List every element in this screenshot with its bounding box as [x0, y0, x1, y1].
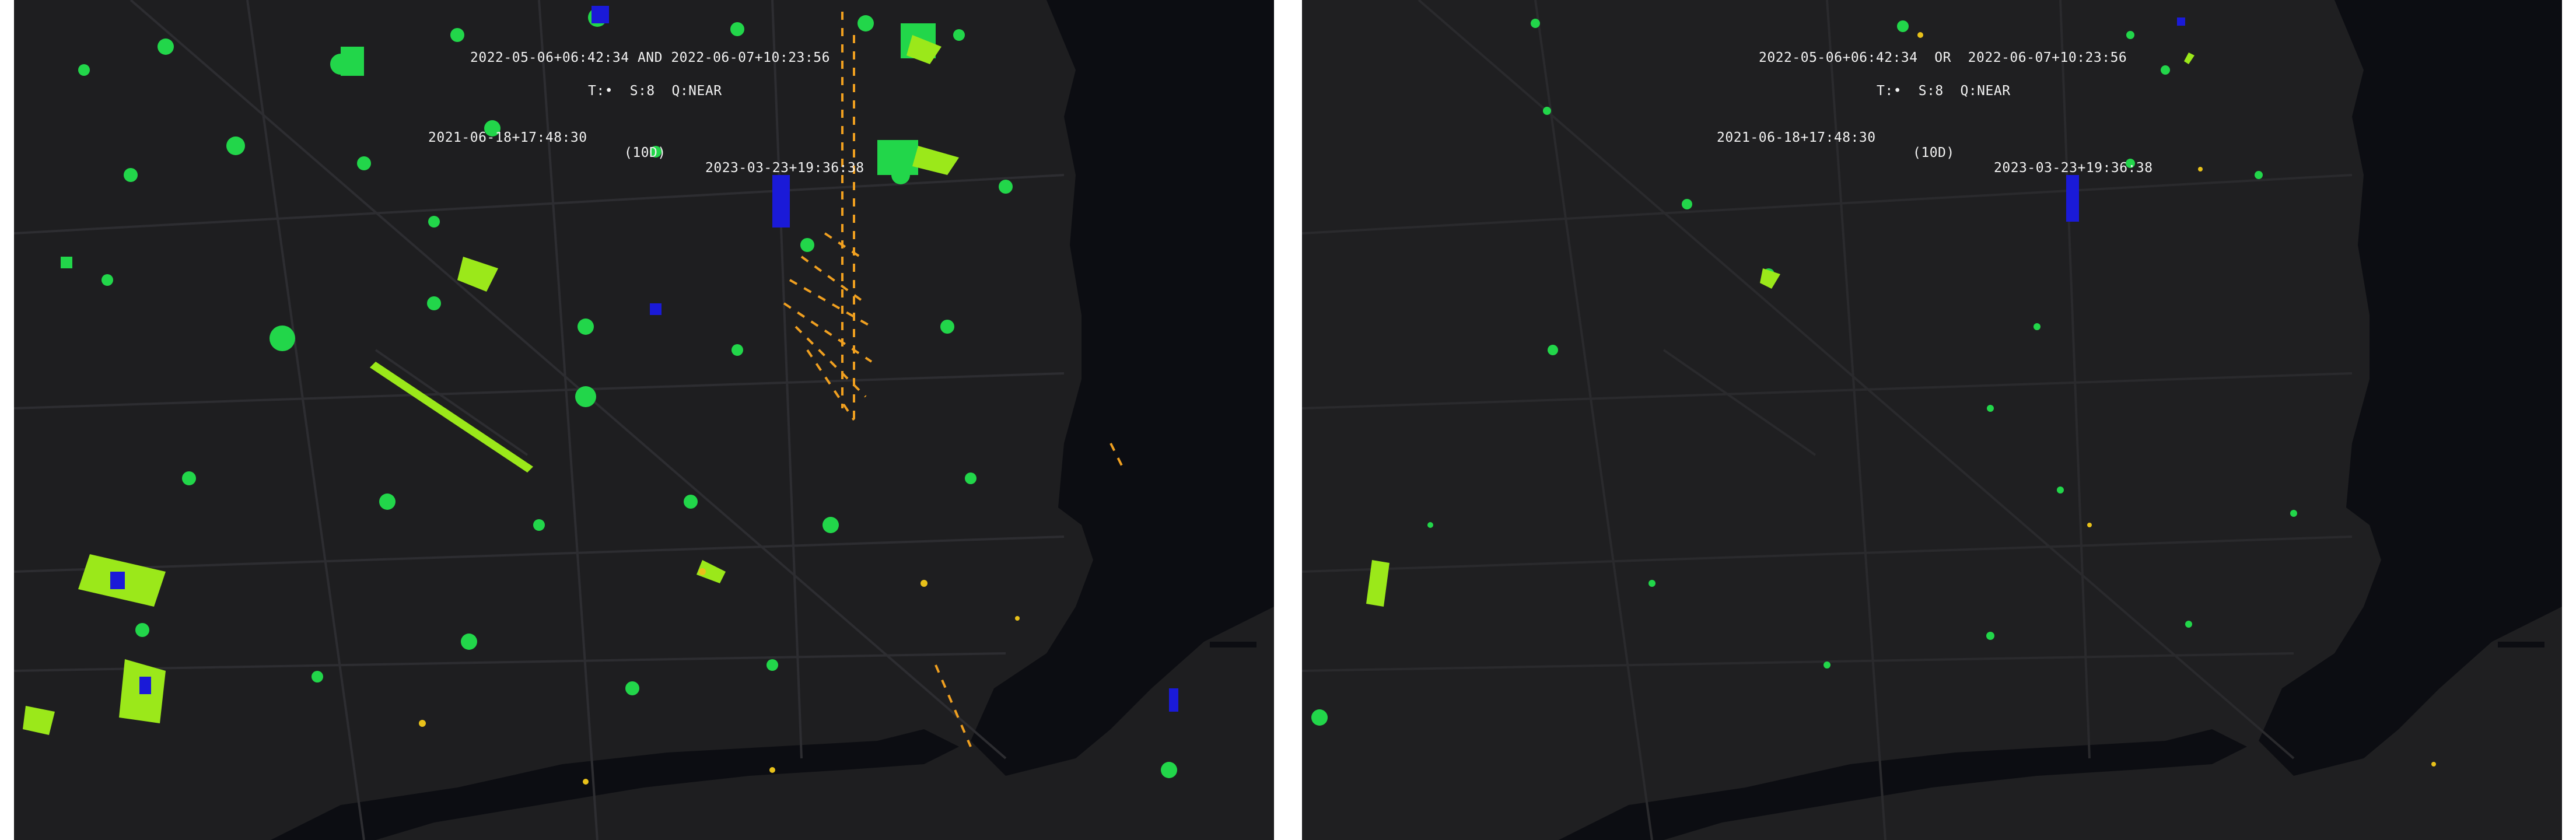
change-map-and[interactable]	[14, 0, 1274, 840]
span-label: (10D)	[624, 145, 666, 160]
end-time: 2023-03-23+19:36:38	[1994, 160, 2153, 176]
piers	[1082, 432, 1256, 648]
change-points-yellow	[419, 568, 1020, 785]
end-time: 2023-03-23+19:36:38	[705, 160, 864, 176]
start-time: 2021-06-18+17:48:30	[428, 130, 587, 145]
time-range-row: 2021-06-18+17:48:30 (10D) 2023-03-23+19:…	[1717, 115, 2152, 191]
channel-water	[271, 729, 959, 840]
change-areas-lime	[1366, 52, 2194, 607]
map-panel-or[interactable]: 2022-05-06+06:42:34 OR 2022-06-07+10:23:…	[1302, 0, 2562, 840]
road-network	[1302, 0, 2353, 840]
change-areas-blue	[2066, 18, 2185, 222]
channel-water	[1559, 729, 2247, 840]
change-areas-lime	[23, 35, 959, 735]
span-label: (10D)	[1913, 145, 1955, 160]
road-network	[14, 0, 1065, 840]
params-label: T:• S:8 Q:NEAR	[1877, 83, 2011, 99]
query-label: 2022-05-06+06:42:34 AND 2022-06-07+10:23…	[470, 50, 830, 65]
harbor-water	[971, 0, 1274, 776]
harbor-water	[2259, 0, 2562, 776]
change-map-or[interactable]	[1302, 0, 2562, 840]
change-areas-blue	[110, 6, 1178, 712]
time-range-row: 2021-06-18+17:48:30 (10D) 2023-03-23+19:…	[428, 115, 864, 191]
change-points-green	[1311, 19, 2297, 726]
params-label: T:• S:8 Q:NEAR	[588, 83, 722, 99]
map-panel-and[interactable]: 2022-05-06+06:42:34 AND 2022-06-07+10:23…	[14, 0, 1274, 840]
piers	[2370, 432, 2544, 648]
query-label: 2022-05-06+06:42:34 OR 2022-06-07+10:23:…	[1759, 50, 2127, 65]
change-points-yellow	[1917, 32, 2436, 766]
start-time: 2021-06-18+17:48:30	[1717, 130, 1876, 145]
change-points-orange	[783, 12, 1124, 747]
